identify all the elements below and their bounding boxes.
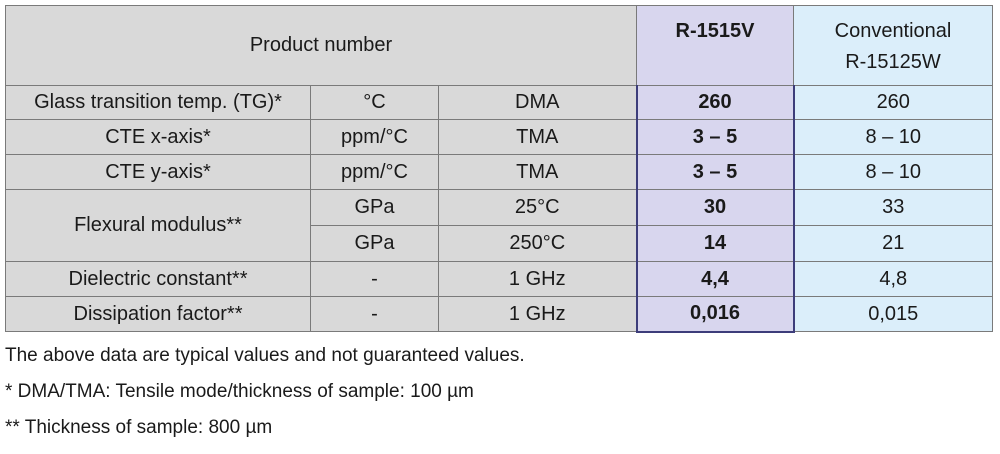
method-cell: 1 GHz: [438, 296, 637, 332]
footnotes: The above data are typical values and no…: [5, 338, 525, 446]
header-row: Product number R-1515V Conventional R-15…: [5, 5, 993, 86]
note-dma-tma: * DMA/TMA: Tensile mode/thickness of sam…: [5, 381, 474, 402]
method-cell: DMA: [438, 85, 637, 120]
conventional-value: 21: [793, 225, 993, 262]
conventional-value: 8 – 10: [793, 119, 993, 155]
table-row: GPa 250°C 14 21: [6, 225, 993, 262]
r1515v-header: R-1515V: [636, 5, 794, 86]
conventional-value: 8 – 10: [793, 154, 993, 190]
table-row: Glass transition temp. (TG)* °C DMA 260 …: [5, 85, 993, 120]
property-cell: Flexural modulus**: [5, 189, 311, 262]
property-cell: Glass transition temp. (TG)*: [5, 85, 311, 120]
note-disclaimer: The above data are typical values and no…: [5, 345, 525, 366]
unit-cell: ppm/°C: [310, 154, 439, 190]
table-row: CTE x-axis* ppm/°C TMA 3 – 5 8 – 10: [5, 119, 993, 155]
conventional-value: 260: [793, 85, 993, 120]
table-row: Dissipation factor** - 1 GHz 0,016 0,015: [5, 296, 993, 333]
table-row: Flexural modulus** GPa 25°C 30 33: [5, 189, 993, 262]
unit-cell: -: [310, 261, 439, 297]
method-cell: TMA: [438, 119, 637, 155]
conventional-value: 33: [793, 189, 993, 226]
conventional-header: Conventional R-15125W: [793, 5, 993, 86]
table-row: Dielectric constant** - 1 GHz 4,4 4,8: [5, 261, 993, 297]
r1515v-value: 3 – 5: [635, 119, 795, 155]
unit-cell: -: [310, 296, 439, 332]
product-number-header: Product number: [5, 5, 637, 86]
unit-cell: °C: [310, 85, 439, 120]
table-row: CTE y-axis* ppm/°C TMA 3 – 5 8 – 10: [5, 154, 993, 190]
note-thickness: ** Thickness of sample: 800 µm: [5, 417, 273, 438]
method-cell: 250°C: [438, 225, 637, 262]
unit-cell: GPa: [310, 225, 439, 262]
spec-table: Product number R-1515V Conventional R-15…: [5, 5, 993, 333]
r1515v-value: 260: [635, 85, 795, 120]
conventional-value: 0,015: [793, 296, 993, 332]
method-cell: TMA: [438, 154, 637, 190]
unit-cell: ppm/°C: [310, 119, 439, 155]
method-cell: 25°C: [438, 189, 637, 226]
conventional-header-line1: Conventional: [834, 20, 952, 42]
r1515v-value: 4,4: [635, 261, 795, 297]
property-cell: CTE y-axis*: [5, 154, 311, 190]
property-cell: Dissipation factor**: [5, 296, 311, 332]
r1515v-value: 14: [635, 225, 795, 262]
property-cell: Dielectric constant**: [5, 261, 311, 297]
method-cell: 1 GHz: [438, 261, 637, 297]
unit-cell: GPa: [310, 189, 439, 226]
conventional-header-line2: R-15125W: [845, 51, 941, 73]
property-cell: CTE x-axis*: [5, 119, 311, 155]
conventional-value: 4,8: [793, 261, 993, 297]
r1515v-value: 0,016: [635, 296, 795, 333]
r1515v-value: 30: [635, 189, 795, 226]
r1515v-value: 3 – 5: [635, 154, 795, 190]
